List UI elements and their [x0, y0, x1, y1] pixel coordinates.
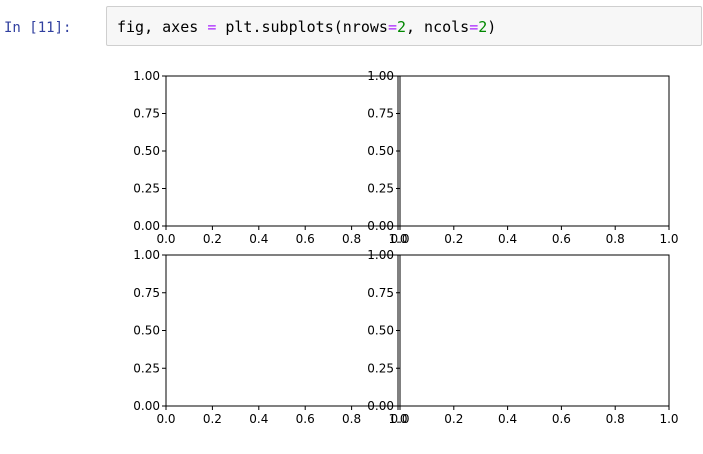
cell-output: 0.00 0.25 0.50 0.75 1.00 0.0 0.2 0.4 0.6 0.8 1.0 0.…: [0, 50, 703, 450]
y-tick-label: 0.25: [367, 361, 394, 375]
y-tick-label: 1.00: [367, 248, 394, 262]
x-tick-label: 0.4: [498, 412, 517, 426]
axes-frame: [165, 75, 399, 227]
y-tick-label: 0.75: [367, 286, 394, 300]
y-tick-label: 1.00: [133, 248, 160, 262]
x-tick-label: 1.0: [659, 412, 678, 426]
x-tick-label: 0.6: [296, 412, 315, 426]
x-tick-label: 0.6: [296, 232, 315, 246]
input-prompt: In [11]:: [4, 20, 72, 36]
y-tick-label: 0.50: [367, 324, 394, 338]
code-token: 2: [396, 18, 406, 36]
subplot-axes-4: 0.00 0.25 0.50 0.75 1.00 0.0 0.2 0.4 0.6 0.8 1.0: [367, 248, 678, 426]
x-tick-label: 0.0: [156, 412, 175, 426]
code-token: , ncols: [406, 18, 470, 36]
x-tick-label: 0.4: [249, 412, 268, 426]
axes-frame: [399, 75, 670, 227]
x-tick-label: 0.6: [552, 232, 571, 246]
x-tick-label: 0.2: [444, 232, 463, 246]
code-token: =: [469, 18, 479, 36]
x-tick-label: 1.0: [388, 412, 407, 426]
x-tick-label: 0.6: [552, 412, 571, 426]
x-tick-label: 0.8: [606, 412, 625, 426]
x-tick-label: 1.0: [659, 232, 678, 246]
x-tick-label: 0.0: [390, 232, 409, 246]
y-tick-label: 0.25: [367, 182, 394, 196]
x-tick-label: 0.8: [342, 412, 361, 426]
y-tick-label: 0.25: [133, 361, 160, 375]
subplots-figure: 0.000.250.500.751.000.0 0.2 0.4 0.6 0.8 1.00.…: [133, 69, 678, 426]
x-tick-label: 0.0: [390, 412, 409, 426]
code-text[interactable]: fig, axes = plt.subplots(nrows=2, ncols=…: [117, 18, 496, 36]
x-tick-label: 0.2: [444, 412, 463, 426]
y-tick-label: 0.50: [133, 324, 160, 338]
subplot-axes-1: 0.00 0.25 0.50 0.75 1.00 0.0 0.2 0.4 0.6 0.8 1.0: [133, 69, 407, 246]
code-token: plt.subplots(nrows: [216, 18, 388, 36]
x-tick-label: 0.4: [249, 232, 268, 246]
x-tick-label: 1.0: [388, 232, 407, 246]
code-token: =: [387, 18, 397, 36]
y-tick-label: 0.25: [133, 182, 160, 196]
y-tick-label: 0.00: [133, 219, 160, 233]
y-tick-label: 0.75: [133, 107, 160, 121]
code-token: fig, axes: [117, 18, 208, 36]
axes-frame: [165, 254, 399, 407]
x-tick-label: 0.2: [203, 412, 222, 426]
y-tick-label: 0.00: [133, 399, 160, 413]
subplot-axes-3: 0.00 0.25 0.50 0.75 1.00 0.0 0.2 0.4 0.6 0.8 1.0: [133, 248, 407, 426]
y-tick-label: 0.50: [133, 144, 160, 158]
x-tick-label: 0.4: [498, 232, 517, 246]
y-tick-label: 0.75: [367, 107, 394, 121]
code-token: =: [207, 18, 217, 36]
x-tick-label: 0.0: [156, 232, 175, 246]
code-input-area[interactable]: fig, axes = plt.subplots(nrows=2, ncols=…: [106, 6, 702, 46]
y-tick-label: 0.00: [367, 399, 394, 413]
x-tick-label: 0.8: [342, 232, 361, 246]
y-tick-label: 0.75: [133, 286, 160, 300]
x-tick-label: 0.8: [606, 232, 625, 246]
subplot-axes-2: 0.00 0.25 0.50 0.75 1.00 0.0 0.2 0.4 0.6 0.8 1.0: [367, 69, 678, 246]
y-tick-label: 0.00: [367, 219, 394, 233]
y-tick-label: 1.00: [133, 69, 160, 83]
y-tick-label: 0.50: [367, 144, 394, 158]
code-token: 2: [478, 18, 488, 36]
code-token: ): [487, 18, 497, 36]
y-tick-label: 1.00: [367, 69, 394, 83]
axes-frame: [399, 254, 670, 407]
x-tick-label: 0.2: [203, 232, 222, 246]
